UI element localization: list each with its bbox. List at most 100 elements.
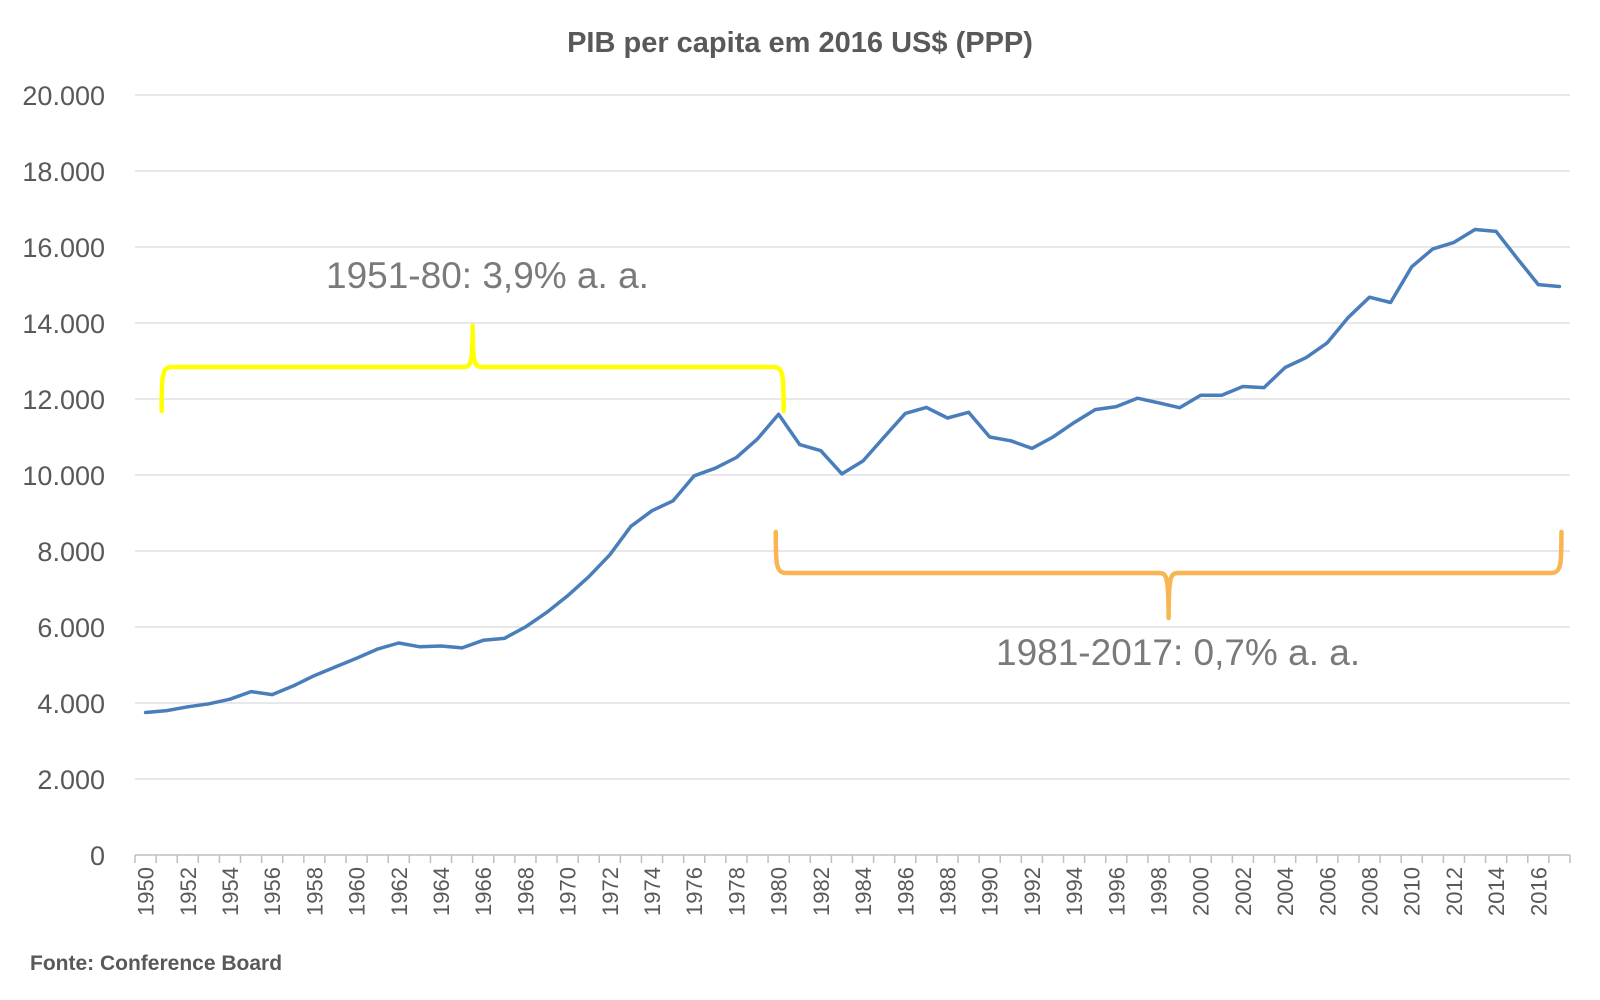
data-point (1557, 285, 1561, 289)
x-tick-label: 1986 (893, 867, 918, 916)
annotations: 1951-80: 3,9% a. a. 1981-2017: 0,7% a. a… (159, 255, 1564, 673)
brace-1981-2017 (773, 529, 1564, 621)
data-point (1114, 405, 1118, 409)
data-point (1283, 365, 1287, 369)
x-axis-ticks: 1950 1952 1954 1956 1958 1960 1962 1964 1966 1968… (134, 855, 1571, 916)
x-tick-label: 2004 (1273, 867, 1298, 916)
data-point (1304, 356, 1308, 360)
data-point (144, 711, 148, 714)
x-tick-label: 1988 (935, 867, 960, 916)
data-point (270, 693, 274, 697)
gridlines (135, 94, 1570, 856)
data-point (1368, 295, 1372, 299)
x-tick-label: 1962 (387, 867, 412, 916)
data-point (798, 443, 802, 447)
x-tick-label: 1954 (218, 867, 243, 916)
data-point (1346, 315, 1350, 319)
x-tick-label: 1968 (513, 867, 538, 916)
x-tick-label: 2000 (1189, 867, 1214, 916)
data-point (1072, 421, 1076, 425)
data-point (945, 416, 949, 420)
data-point (1093, 408, 1097, 412)
data-point (418, 645, 422, 649)
x-tick-label: 2006 (1315, 867, 1340, 916)
data-point (1135, 396, 1139, 400)
data-point (1199, 393, 1203, 397)
data-point (460, 646, 464, 650)
data-point (1241, 384, 1245, 388)
data-point (1156, 401, 1160, 405)
annotation-1981-2017: 1981-2017: 0,7% a. a. (996, 632, 1360, 673)
x-tick-label: 1982 (809, 867, 834, 916)
data-point (861, 459, 865, 463)
data-point (629, 524, 633, 528)
data-point (734, 456, 738, 460)
data-point (249, 690, 253, 694)
x-tick-label: 1994 (1062, 867, 1087, 916)
data-point (481, 638, 485, 642)
annotation-1951-1980: 1951-80: 3,9% a. a. (326, 255, 649, 296)
x-tick-label: 1966 (471, 867, 496, 916)
x-tick-label: 2002 (1231, 867, 1256, 916)
data-point (566, 594, 570, 598)
data-point (186, 705, 190, 709)
x-tick-label: 1980 (767, 867, 792, 916)
x-tick-label: 2016 (1526, 867, 1551, 916)
x-tick-label: 1964 (429, 867, 454, 916)
x-tick-label: 1976 (682, 867, 707, 916)
y-tick-label: 0 (90, 841, 105, 871)
data-point (713, 466, 717, 470)
data-point (1473, 228, 1477, 232)
y-tick-label: 20.000 (22, 81, 105, 111)
data-point (903, 411, 907, 415)
data-point (840, 472, 844, 476)
x-tick-label: 2010 (1400, 867, 1425, 916)
x-tick-label: 1972 (598, 867, 623, 916)
data-point (692, 474, 696, 478)
x-tick-label: 1990 (978, 867, 1003, 916)
data-point (882, 435, 886, 439)
data-point (988, 435, 992, 439)
x-tick-label: 1996 (1104, 867, 1129, 916)
y-tick-label: 18.000 (22, 157, 105, 187)
y-tick-label: 10.000 (22, 461, 105, 491)
x-tick-label: 1970 (556, 867, 581, 916)
data-point (671, 499, 675, 503)
data-point (1178, 406, 1182, 410)
x-tick-label: 1960 (345, 867, 370, 916)
data-point (165, 709, 169, 713)
data-point (1009, 439, 1013, 443)
data-point (1389, 300, 1393, 304)
x-tick-label: 2014 (1484, 867, 1509, 916)
x-tick-label: 1950 (134, 867, 159, 916)
data-point (1536, 283, 1540, 287)
data-point (523, 625, 527, 629)
x-tick-label: 1974 (640, 867, 665, 916)
data-point (1325, 341, 1329, 345)
data-point (207, 702, 211, 706)
data-point (333, 665, 337, 669)
y-tick-label: 2.000 (37, 765, 105, 795)
x-tick-label: 1984 (851, 867, 876, 916)
data-point (650, 509, 654, 513)
brace-1951-1980 (159, 323, 786, 414)
data-point (967, 410, 971, 414)
data-point (1410, 265, 1414, 269)
data-point (312, 674, 316, 678)
x-tick-label: 1956 (260, 867, 285, 916)
data-point (608, 553, 612, 557)
data-point (777, 412, 781, 416)
x-tick-label: 1998 (1146, 867, 1171, 916)
data-point (291, 684, 295, 688)
data-point (587, 575, 591, 579)
data-point (355, 656, 359, 660)
data-point (1494, 229, 1498, 233)
x-tick-label: 1992 (1020, 867, 1045, 916)
y-tick-label: 6.000 (37, 613, 105, 643)
data-point (1220, 393, 1224, 397)
y-tick-label: 4.000 (37, 689, 105, 719)
y-tick-label: 12.000 (22, 385, 105, 415)
y-tick-label: 8.000 (37, 537, 105, 567)
data-point (1051, 435, 1055, 439)
